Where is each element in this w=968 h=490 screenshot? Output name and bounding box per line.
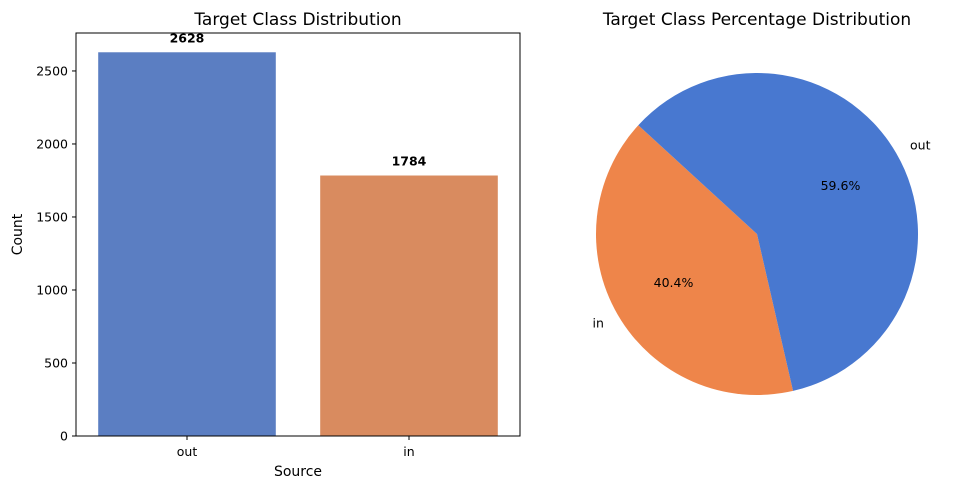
bar-chart-title: Target Class Distribution — [193, 10, 401, 30]
pie-slices — [596, 72, 918, 395]
bar-y-axis-label: Count — [10, 213, 26, 255]
bar-x-axis-label: Source — [274, 464, 322, 480]
pie-label-out: out — [910, 137, 931, 152]
data-label-out: 2628 — [170, 30, 205, 45]
data-label-background — [161, 30, 213, 47]
x-tick-label-out: out — [177, 444, 198, 459]
pie-slice-in — [596, 125, 794, 395]
bar-out — [98, 52, 276, 436]
pie-labels: in 40.4% out 59.6% — [593, 137, 931, 330]
bar-x-axis: out in — [177, 436, 415, 459]
bar-y-axis: 0 500 1000 1500 2000 2500 — [36, 63, 76, 444]
x-tick-label-in: in — [403, 444, 414, 459]
pie-pct-label-in: 40.4% — [654, 275, 694, 290]
bar-marks — [98, 52, 498, 437]
bar-data-labels: 2628 1784 — [161, 30, 435, 170]
bar-in — [320, 175, 498, 437]
bar-chart: Target Class Distribution 2628 1784 0 500 1… — [10, 10, 521, 480]
pie-pct-label-out: 59.6% — [821, 178, 861, 193]
pie-slice-out — [638, 72, 918, 391]
pie-chart: Target Class Percentage Distribution in 4… — [593, 10, 931, 395]
y-tick-label: 2500 — [36, 63, 68, 78]
data-label-background — [383, 153, 435, 170]
y-tick-label: 1500 — [36, 209, 68, 224]
y-tick-label: 2000 — [36, 136, 68, 151]
y-tick-label: 500 — [44, 355, 68, 370]
pie-chart-title: Target Class Percentage Distribution — [602, 10, 911, 30]
data-label-in: 1784 — [392, 154, 427, 169]
y-tick-label: 1000 — [36, 282, 68, 297]
pie-label-in: in — [593, 316, 604, 331]
bar-plot-frame — [75, 32, 521, 437]
y-tick-label: 0 — [60, 429, 68, 444]
